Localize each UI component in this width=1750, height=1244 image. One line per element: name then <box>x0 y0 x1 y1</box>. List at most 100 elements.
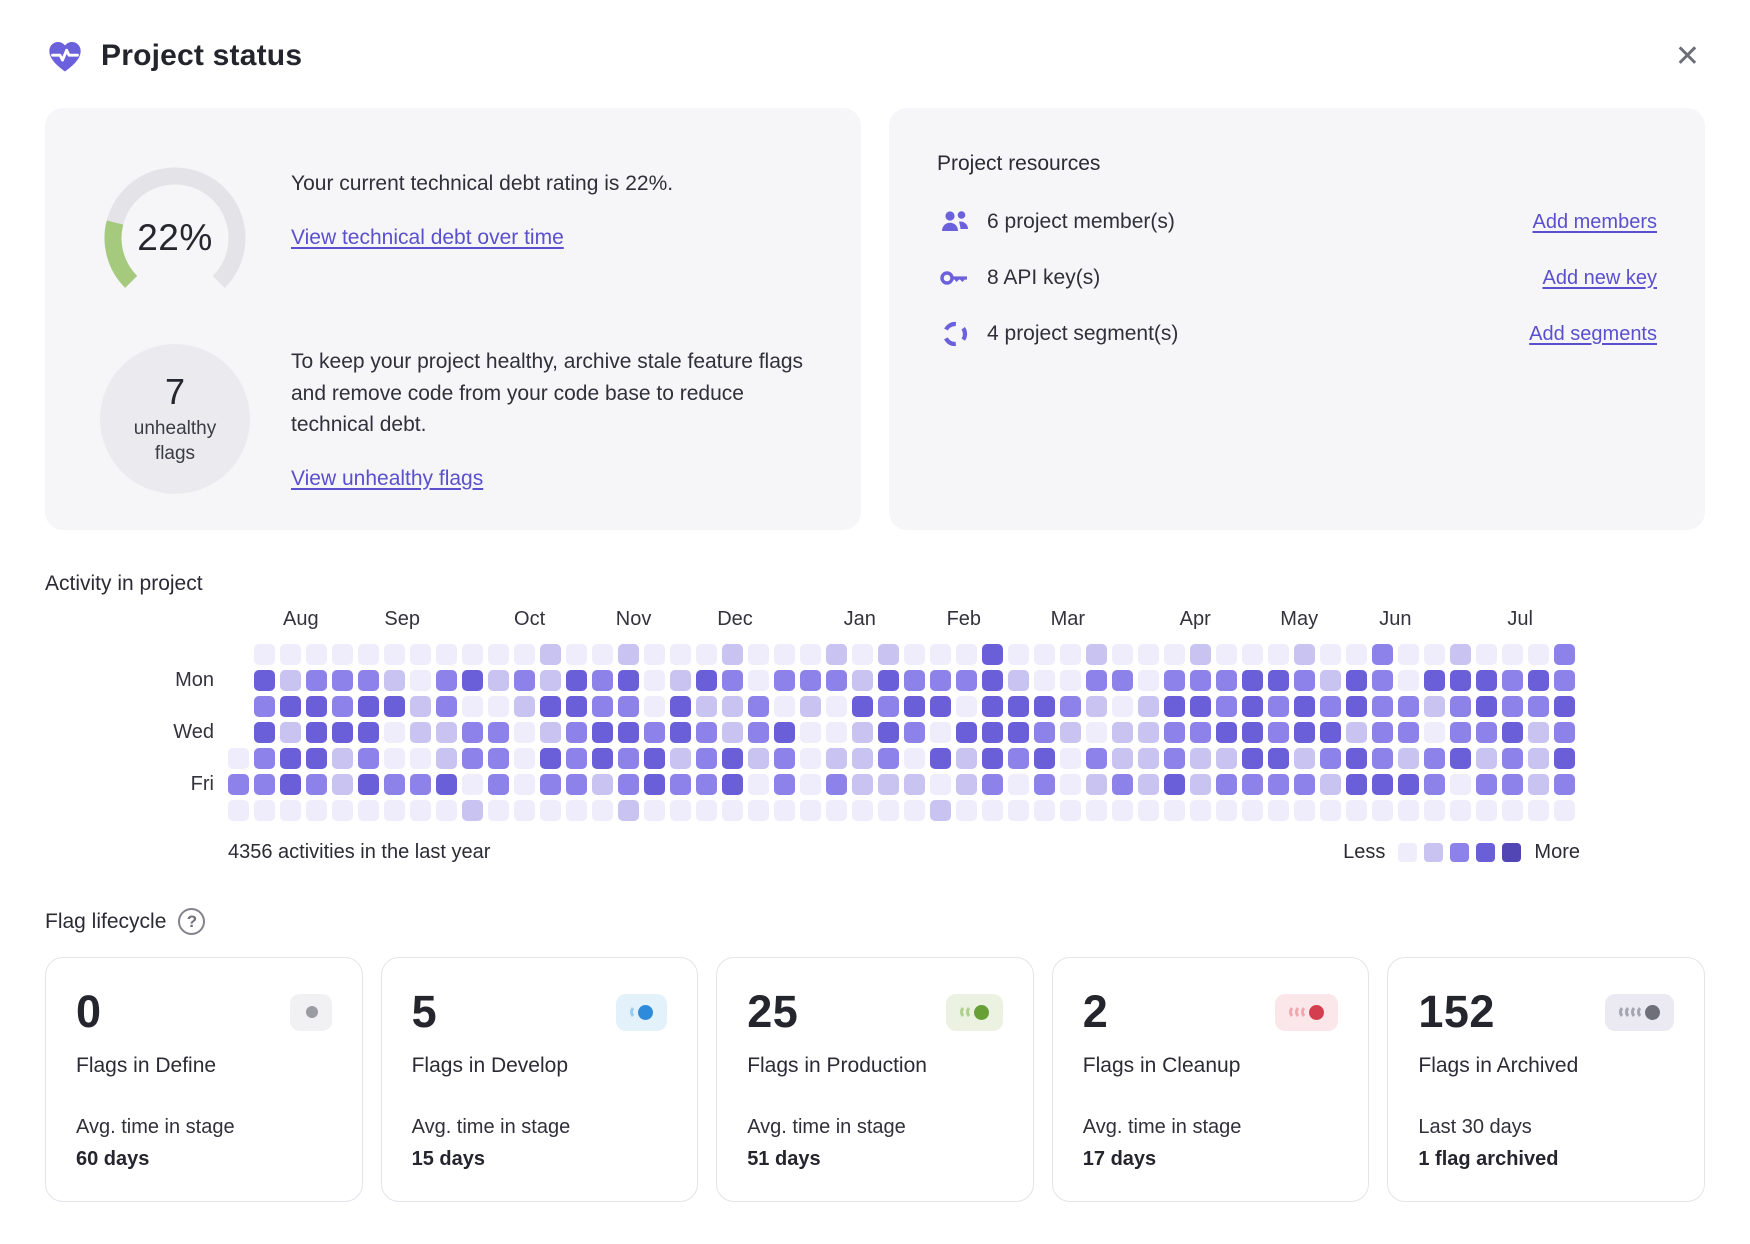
activity-cell[interactable] <box>1138 800 1159 821</box>
activity-cell[interactable] <box>1450 774 1471 795</box>
activity-cell[interactable] <box>1008 670 1029 691</box>
activity-cell[interactable] <box>1112 748 1133 769</box>
activity-cell[interactable] <box>1450 696 1471 717</box>
activity-cell[interactable] <box>1112 670 1133 691</box>
activity-cell[interactable] <box>410 696 431 717</box>
activity-cell[interactable] <box>644 644 665 665</box>
activity-cell[interactable] <box>722 644 743 665</box>
activity-cell[interactable] <box>982 774 1003 795</box>
activity-cell[interactable] <box>1112 800 1133 821</box>
activity-cell[interactable] <box>514 696 535 717</box>
activity-cell[interactable] <box>878 774 899 795</box>
activity-cell[interactable] <box>1164 800 1185 821</box>
activity-cell[interactable] <box>1060 748 1081 769</box>
activity-cell[interactable] <box>1216 748 1237 769</box>
activity-cell[interactable] <box>306 774 327 795</box>
activity-cell[interactable] <box>436 722 457 743</box>
activity-cell[interactable] <box>904 696 925 717</box>
activity-cell[interactable] <box>1554 748 1575 769</box>
activity-cell[interactable] <box>1528 696 1549 717</box>
activity-cell[interactable] <box>696 696 717 717</box>
activity-cell[interactable] <box>1294 670 1315 691</box>
activity-cell[interactable] <box>1190 774 1211 795</box>
activity-cell[interactable] <box>358 774 379 795</box>
activity-cell[interactable] <box>956 748 977 769</box>
activity-cell[interactable] <box>852 696 873 717</box>
activity-cell[interactable] <box>878 722 899 743</box>
activity-cell[interactable] <box>904 644 925 665</box>
activity-cell[interactable] <box>1320 644 1341 665</box>
activity-cell[interactable] <box>618 774 639 795</box>
activity-cell[interactable] <box>1398 696 1419 717</box>
activity-cell[interactable] <box>982 800 1003 821</box>
activity-cell[interactable] <box>1086 722 1107 743</box>
activity-cell[interactable] <box>670 774 691 795</box>
view-unhealthy-flags-link[interactable]: View unhealthy flags <box>291 466 484 490</box>
add-new-key-link[interactable]: Add new key <box>1542 266 1657 289</box>
activity-cell[interactable] <box>1190 670 1211 691</box>
activity-cell[interactable] <box>878 748 899 769</box>
activity-cell[interactable] <box>254 748 275 769</box>
activity-cell[interactable] <box>436 670 457 691</box>
activity-cell[interactable] <box>618 670 639 691</box>
activity-cell[interactable] <box>696 748 717 769</box>
activity-cell[interactable] <box>1294 644 1315 665</box>
activity-cell[interactable] <box>1372 696 1393 717</box>
activity-cell[interactable] <box>1554 670 1575 691</box>
activity-cell[interactable] <box>722 696 743 717</box>
activity-cell[interactable] <box>514 774 535 795</box>
activity-cell[interactable] <box>1320 748 1341 769</box>
activity-cell[interactable] <box>1242 774 1263 795</box>
activity-cell[interactable] <box>670 748 691 769</box>
activity-cell[interactable] <box>1320 722 1341 743</box>
activity-cell[interactable] <box>618 748 639 769</box>
activity-cell[interactable] <box>1320 774 1341 795</box>
activity-cell[interactable] <box>956 644 977 665</box>
activity-cell[interactable] <box>722 722 743 743</box>
activity-cell[interactable] <box>904 722 925 743</box>
activity-cell[interactable] <box>566 644 587 665</box>
activity-cell[interactable] <box>592 644 613 665</box>
activity-cell[interactable] <box>1528 670 1549 691</box>
activity-cell[interactable] <box>462 670 483 691</box>
activity-cell[interactable] <box>1372 800 1393 821</box>
activity-cell[interactable] <box>488 800 509 821</box>
activity-cell[interactable] <box>228 774 249 795</box>
activity-cell[interactable] <box>306 800 327 821</box>
activity-cell[interactable] <box>852 670 873 691</box>
activity-cell[interactable] <box>358 696 379 717</box>
add-segments-link[interactable]: Add segments <box>1529 322 1657 345</box>
activity-cell[interactable] <box>1346 722 1367 743</box>
activity-cell[interactable] <box>618 696 639 717</box>
activity-cell[interactable] <box>1268 670 1289 691</box>
activity-cell[interactable] <box>1554 722 1575 743</box>
activity-cell[interactable] <box>1346 748 1367 769</box>
activity-cell[interactable] <box>566 722 587 743</box>
activity-cell[interactable] <box>1294 748 1315 769</box>
activity-cell[interactable] <box>800 696 821 717</box>
activity-cell[interactable] <box>566 670 587 691</box>
activity-cell[interactable] <box>696 774 717 795</box>
activity-cell[interactable] <box>566 696 587 717</box>
activity-cell[interactable] <box>826 722 847 743</box>
activity-cell[interactable] <box>930 722 951 743</box>
activity-cell[interactable] <box>930 748 951 769</box>
activity-cell[interactable] <box>280 774 301 795</box>
activity-cell[interactable] <box>1034 774 1055 795</box>
activity-cell[interactable] <box>592 722 613 743</box>
activity-cell[interactable] <box>644 670 665 691</box>
activity-cell[interactable] <box>800 748 821 769</box>
activity-cell[interactable] <box>1164 774 1185 795</box>
activity-cell[interactable] <box>254 774 275 795</box>
activity-cell[interactable] <box>1060 644 1081 665</box>
activity-cell[interactable] <box>930 800 951 821</box>
activity-cell[interactable] <box>1502 696 1523 717</box>
activity-cell[interactable] <box>1528 748 1549 769</box>
activity-cell[interactable] <box>1450 722 1471 743</box>
activity-cell[interactable] <box>748 722 769 743</box>
activity-cell[interactable] <box>462 748 483 769</box>
activity-cell[interactable] <box>1450 644 1471 665</box>
activity-cell[interactable] <box>1268 722 1289 743</box>
activity-cell[interactable] <box>488 774 509 795</box>
activity-cell[interactable] <box>956 800 977 821</box>
